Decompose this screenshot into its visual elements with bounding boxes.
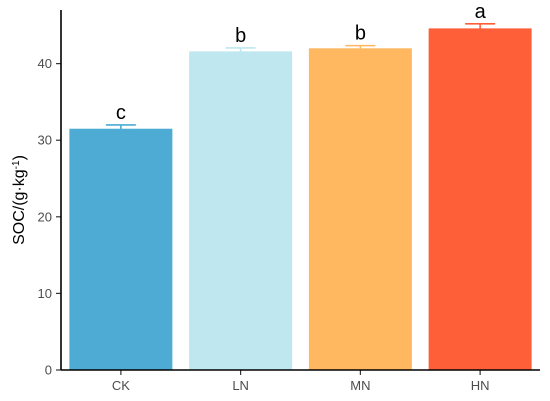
y-tick-label: 10 bbox=[38, 286, 52, 301]
x-axis: CK LN MN HN bbox=[61, 369, 540, 393]
y-axis-title-superscript: -1 bbox=[11, 160, 22, 169]
y-tick-label: 20 bbox=[38, 209, 52, 224]
bar-mn bbox=[308, 48, 412, 370]
y-axis: 0 10 20 30 40 bbox=[38, 10, 62, 378]
bar-ln bbox=[189, 51, 293, 371]
x-tick-label-ck: CK bbox=[112, 378, 130, 393]
bars-layer bbox=[69, 28, 532, 371]
y-tick-label: 40 bbox=[38, 56, 52, 71]
error-bar-ck bbox=[105, 124, 136, 134]
y-axis-title-prefix: SOC/(g·kg bbox=[11, 169, 28, 245]
y-tick-label: 0 bbox=[45, 363, 52, 378]
x-tick-label-ln: LN bbox=[232, 378, 249, 393]
y-tick-label: 30 bbox=[38, 133, 52, 148]
y-axis-title-suffix: ) bbox=[11, 155, 28, 160]
significance-label-ln: b bbox=[235, 25, 246, 47]
significance-labels-layer: c b b a bbox=[116, 1, 487, 124]
significance-label-hn: a bbox=[475, 1, 487, 23]
error-bar-ln bbox=[225, 47, 256, 56]
significance-label-mn: b bbox=[355, 23, 366, 45]
bar-hn bbox=[428, 28, 532, 371]
error-bar-mn bbox=[345, 44, 376, 52]
significance-label-ck: c bbox=[116, 102, 126, 124]
bar-ck bbox=[69, 128, 173, 370]
y-axis-title: SOC/(g·kg-1) bbox=[11, 155, 29, 245]
error-bars-layer bbox=[105, 22, 496, 134]
error-bar-hn bbox=[465, 22, 496, 34]
x-tick-label-mn: MN bbox=[350, 378, 370, 393]
x-tick-label-hn: HN bbox=[471, 378, 490, 393]
